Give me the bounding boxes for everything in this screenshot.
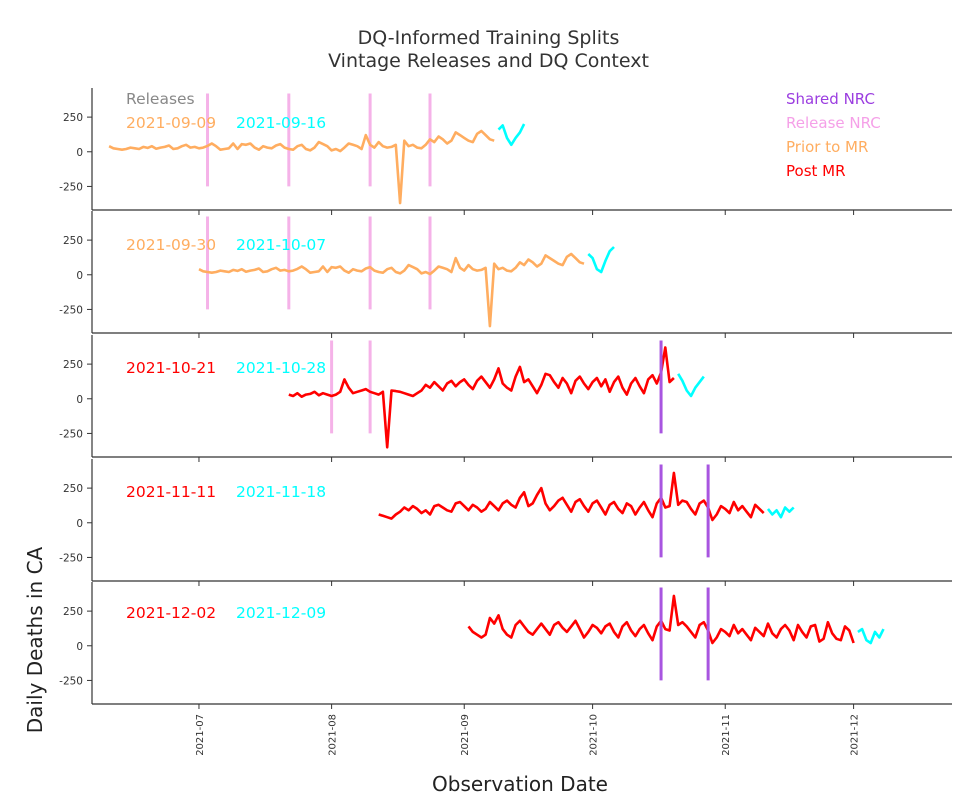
panel-3-y-tick-label: -250 <box>59 428 83 440</box>
panel-5-y-tick-label: 250 <box>63 606 83 618</box>
panel-5-y-tick-label: 0 <box>76 641 83 653</box>
panel-1-y-tick-label: 250 <box>63 112 83 124</box>
releases-heading: Releases <box>126 90 195 108</box>
panel-4-train-label: 2021-11-11 <box>126 483 217 501</box>
panel-1-y-tick-label: 0 <box>76 147 83 159</box>
panel-3-test-series <box>677 373 705 398</box>
x-tick-label: 2021-11 <box>721 714 732 756</box>
legend-item-release-nrc: Release NRC <box>786 114 881 132</box>
panel-5-train-label: 2021-12-02 <box>126 604 217 622</box>
panel-2-y-tick-label: 0 <box>76 270 83 282</box>
x-tick-label: 2021-09 <box>460 714 471 756</box>
chart-title-line-2: Vintage Releases and DQ Context <box>328 50 649 72</box>
legend: Shared NRC Release NRC Prior to MR Post … <box>786 87 881 183</box>
panel-4-y-tick-label: -250 <box>59 552 83 564</box>
panel-2-train-series <box>198 252 585 328</box>
panel-3-train-label: 2021-10-21 <box>126 359 217 377</box>
panel-1-test-label: 2021-09-16 <box>236 114 327 132</box>
panel-3-y-tick-label: 0 <box>76 394 83 406</box>
panel-5-test-label: 2021-12-09 <box>236 604 327 622</box>
x-axis-label: Observation Date <box>432 772 608 796</box>
x-tick-label: 2021-07 <box>195 714 206 756</box>
y-axis-label: Daily Deaths in CA <box>23 546 47 734</box>
legend-item-shared-nrc: Shared NRC <box>786 90 875 108</box>
panel-3-test-label: 2021-10-28 <box>236 359 327 377</box>
panel-4-y-tick-label: 0 <box>76 518 83 530</box>
legend-item-prior-to-mr: Prior to MR <box>786 138 869 156</box>
panel-5-y-tick-label: -250 <box>59 675 83 687</box>
x-tick-label: 2021-08 <box>328 714 339 756</box>
panel-4-train-series <box>378 471 765 522</box>
panel-2-train-label: 2021-09-30 <box>126 236 217 254</box>
panel-1-test-series <box>497 123 526 147</box>
panel-2-test-label: 2021-10-07 <box>236 236 327 254</box>
panel-2-y-tick-label: -250 <box>59 304 83 316</box>
x-tick-label: 2021-12 <box>850 714 861 756</box>
chart-title-line-1: DQ-Informed Training Splits <box>357 27 620 49</box>
legend-item-post-mr: Post MR <box>786 162 846 180</box>
panel-1-train-label: 2021-09-09 <box>126 114 217 132</box>
panel-1-train-series <box>108 129 495 205</box>
panel-3-train-series <box>288 346 675 449</box>
panel-1-y-tick-label: -250 <box>59 181 83 193</box>
panel-4-test-series <box>766 506 795 519</box>
x-tick-label: 2021-10 <box>589 714 600 756</box>
panel-4-test-label: 2021-11-18 <box>236 483 327 501</box>
panel-5-test-series <box>857 627 885 645</box>
panel-4-y-tick-label: 250 <box>63 483 83 495</box>
panel-2-test-series <box>587 246 615 274</box>
panel-2-y-tick-label: 250 <box>63 235 83 247</box>
panel-3-y-tick-label: 250 <box>63 359 83 371</box>
